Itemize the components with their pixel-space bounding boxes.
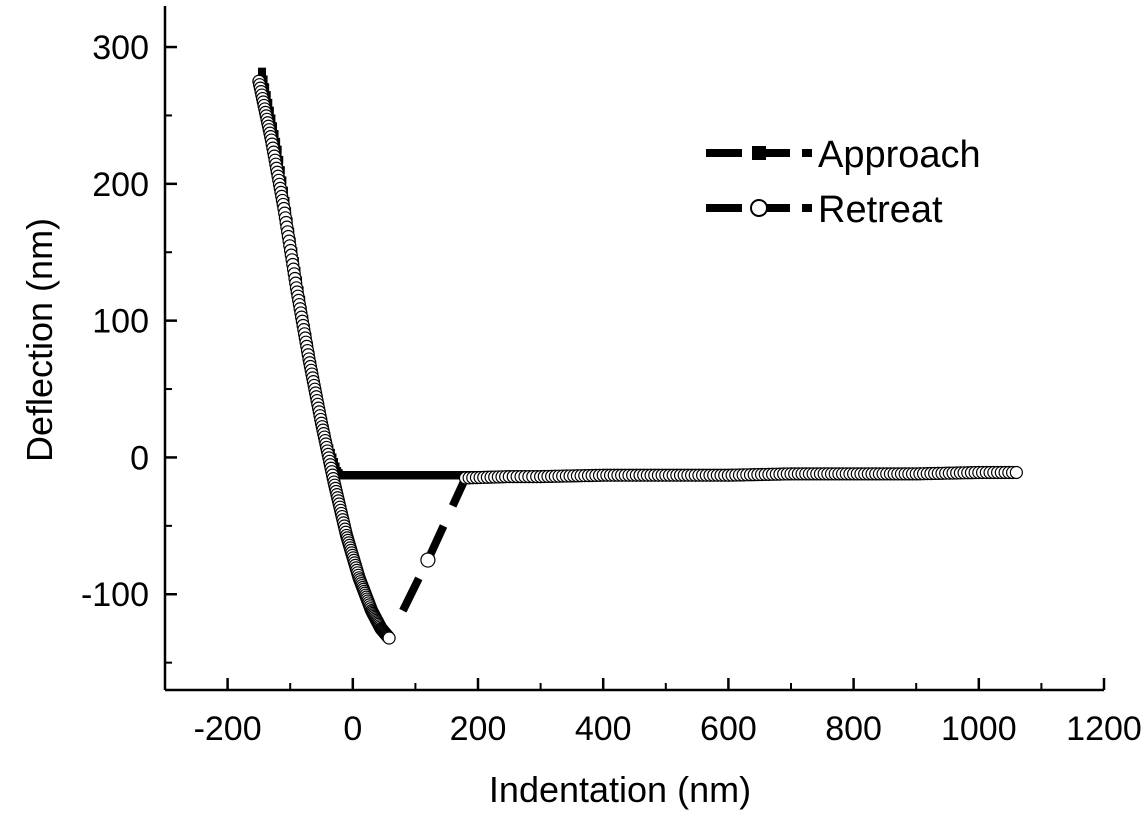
x-tick-label: 1000 <box>941 710 1017 748</box>
series-retreat <box>252 74 1023 645</box>
plot-area: -200 0 200 400 600 800 1000 1200 -100 0 100 200 300 <box>81 6 1142 748</box>
y-axis-title: Deflection (nm) <box>19 218 60 462</box>
approach-line <box>259 71 704 479</box>
x-tick-label: 600 <box>700 710 757 748</box>
retreat-dash-line <box>399 476 470 613</box>
legend-item-approach: Approach <box>706 134 981 176</box>
x-tick-label: 0 <box>343 710 362 748</box>
y-tick-label: 200 <box>92 166 149 204</box>
y-tick-label: 100 <box>92 303 149 341</box>
x-axis-title: Indentation (nm) <box>489 769 751 810</box>
legend-item-retreat: Retreat <box>706 189 943 231</box>
x-tick-label: 1200 <box>1066 710 1142 748</box>
x-tick-label: 800 <box>825 710 882 748</box>
retreat-point <box>1009 465 1023 480</box>
x-tick-label: -200 <box>194 710 262 748</box>
y-tick-label: 300 <box>92 29 149 67</box>
x-tick-label: 400 <box>575 710 632 748</box>
y-tick-label: -100 <box>81 576 149 614</box>
retreat-point <box>382 631 396 645</box>
legend-retreat-marker <box>750 199 768 217</box>
legend-approach-marker <box>752 146 766 160</box>
x-axis-ticks: -200 0 200 400 600 800 1000 1200 <box>164 678 1142 748</box>
y-tick-label: 0 <box>130 439 149 477</box>
retreat-point <box>420 552 436 568</box>
legend-retreat-label: Retreat <box>818 189 943 231</box>
x-tick-label: 200 <box>450 710 507 748</box>
legend: Approach Retreat <box>706 134 981 231</box>
series-layer <box>252 67 1023 645</box>
y-axis-ticks: -100 0 100 200 300 <box>81 29 177 664</box>
legend-approach-label: Approach <box>818 134 981 176</box>
approach-point <box>258 67 267 76</box>
